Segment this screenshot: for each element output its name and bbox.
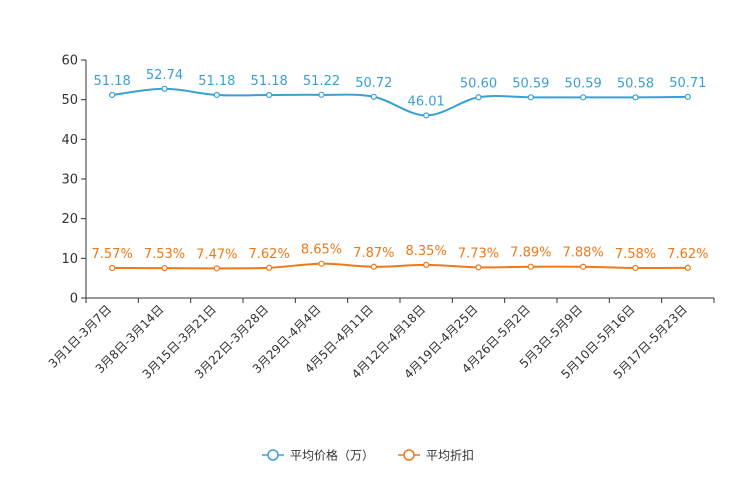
data-point[interactable] [161, 265, 168, 272]
data-label: 52.74 [146, 68, 183, 83]
data-label: 46.01 [408, 94, 445, 109]
data-label: 7.62% [249, 247, 290, 262]
data-point[interactable] [266, 91, 273, 99]
y-tick-label: 20 [61, 212, 78, 227]
data-point[interactable] [318, 260, 325, 267]
data-point[interactable] [684, 93, 691, 100]
data-label: 51.18 [251, 74, 288, 89]
data-point[interactable] [527, 263, 534, 270]
data-point[interactable] [266, 264, 273, 271]
series-layer: 51.18 52.74 51.18 51.18 51.22 50.72 46.01 50.60… [92, 68, 708, 272]
y-tick-label: 30 [61, 173, 78, 188]
legend-item-2[interactable]: 平均折扣 [398, 448, 474, 463]
data-point[interactable] [161, 85, 168, 92]
data-label: 7.53% [144, 247, 185, 262]
data-label: 8.65% [301, 243, 342, 258]
series-1: 51.18 52.74 51.18 51.18 51.22 50.72 46.01 50.60… [94, 68, 706, 119]
y-tick-label: 50 [61, 93, 78, 108]
y-tick-label: 60 [61, 54, 78, 69]
legend-marker [267, 449, 279, 461]
data-point[interactable] [632, 94, 639, 101]
data-point[interactable] [580, 94, 587, 101]
data-label: 51.18 [94, 74, 131, 89]
data-point[interactable] [318, 91, 325, 98]
legend-item-1[interactable]: 平均价格（万） [262, 448, 374, 463]
data-point[interactable] [475, 264, 482, 271]
data-label: 51.22 [303, 74, 340, 89]
data-point[interactable] [580, 263, 587, 270]
y-tick-label: 40 [61, 133, 78, 148]
axes: 01020304050603月1日-3月7日3月8日-3月14日3月15日-3月… [46, 54, 715, 382]
data-label: 7.47% [196, 247, 237, 262]
data-point[interactable] [370, 263, 377, 270]
data-point[interactable] [475, 94, 482, 101]
data-label: 50.71 [669, 76, 706, 91]
legend-marker [403, 449, 415, 461]
data-label: 7.87% [353, 246, 394, 261]
data-label: 7.73% [458, 246, 499, 261]
data-label: 51.18 [198, 74, 235, 89]
data-label: 50.60 [460, 76, 497, 91]
data-point[interactable] [109, 264, 116, 272]
data-point[interactable] [370, 93, 377, 100]
y-tick-label: 0 [70, 292, 78, 307]
data-point[interactable] [527, 94, 534, 101]
data-label: 50.59 [565, 76, 602, 91]
data-label: 8.35% [406, 244, 447, 259]
legend-label: 平均价格（万） [290, 448, 374, 463]
data-label: 50.72 [355, 76, 392, 91]
series-2: 7.57% 7.53% 7.47% 7.62% 8.65% 7.87% 8.35% 7.73%… [92, 243, 708, 272]
y-tick-label: 10 [61, 252, 78, 267]
series-line [112, 262, 688, 270]
data-point[interactable] [423, 261, 430, 268]
data-label: 7.58% [615, 247, 656, 262]
series-line [112, 87, 688, 117]
data-label: 7.62% [667, 247, 708, 262]
data-label: 7.89% [510, 246, 551, 261]
data-point[interactable] [213, 91, 220, 99]
legend-label: 平均折扣 [426, 448, 474, 463]
data-label: 50.58 [617, 76, 654, 91]
data-label: 7.88% [563, 246, 604, 261]
data-point[interactable] [213, 265, 220, 272]
data-point[interactable] [632, 264, 639, 272]
data-point[interactable] [109, 91, 116, 99]
data-point[interactable] [423, 112, 430, 119]
data-label: 50.59 [512, 76, 549, 91]
legend[interactable]: 平均价格（万） 平均折扣 [262, 448, 474, 463]
data-label: 7.57% [92, 247, 133, 262]
data-point[interactable] [684, 264, 691, 271]
